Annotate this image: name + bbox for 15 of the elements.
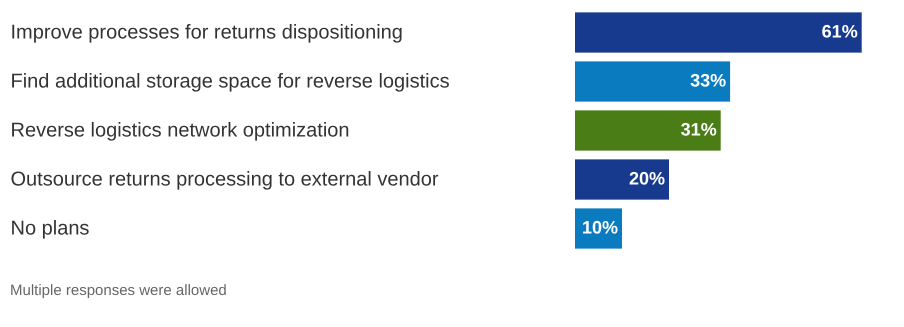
bar (575, 12, 862, 53)
y-tick-label: Improve processes for returns dispositioning (10, 22, 403, 44)
data-label: 31% (680, 120, 717, 140)
bar (575, 110, 721, 151)
data-label: 20% (628, 168, 665, 188)
y-tick-label: Find additional storage space for reverse logistics (10, 70, 450, 92)
bar (575, 61, 730, 102)
data-label: 33% (690, 70, 726, 90)
y-tick-label: Reverse logistics network optimization (10, 120, 350, 142)
text: Multiple responses were allowed (10, 282, 227, 299)
bar (575, 159, 669, 200)
data-label: 61% (822, 22, 858, 42)
data-label: 10% (582, 218, 618, 238)
y-tick-label: Outsource returns processing to external vendor (10, 168, 439, 190)
y-tick-label: No plans (10, 218, 90, 240)
